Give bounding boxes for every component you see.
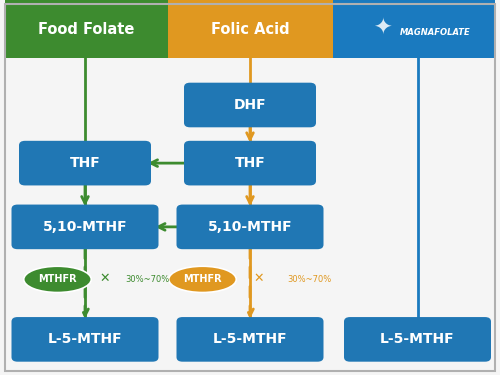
Text: THF: THF — [234, 156, 266, 170]
FancyBboxPatch shape — [176, 205, 324, 249]
Text: L-5-MTHF: L-5-MTHF — [380, 332, 455, 346]
FancyBboxPatch shape — [12, 205, 158, 249]
FancyBboxPatch shape — [344, 317, 491, 362]
FancyBboxPatch shape — [12, 317, 158, 362]
Text: ✦: ✦ — [373, 19, 392, 39]
Text: THF: THF — [70, 156, 100, 170]
Text: MTHFR: MTHFR — [183, 274, 222, 284]
FancyBboxPatch shape — [19, 141, 151, 186]
Text: MTHFR: MTHFR — [38, 274, 77, 284]
Text: DHF: DHF — [234, 98, 266, 112]
Text: L-5-MTHF: L-5-MTHF — [212, 332, 288, 346]
Text: 5,10-MTHF: 5,10-MTHF — [208, 220, 292, 234]
Bar — [5, 0, 168, 58]
Bar — [332, 0, 495, 58]
Text: ✕: ✕ — [254, 272, 264, 285]
Text: Folic Acid: Folic Acid — [210, 21, 290, 37]
Ellipse shape — [169, 266, 236, 292]
Text: 5,10-MTHF: 5,10-MTHF — [42, 220, 127, 234]
Bar — [168, 0, 332, 58]
Text: MAGNAFOLATE: MAGNAFOLATE — [400, 28, 470, 37]
FancyBboxPatch shape — [184, 83, 316, 128]
FancyBboxPatch shape — [176, 317, 324, 362]
Text: ✕: ✕ — [100, 272, 110, 285]
FancyBboxPatch shape — [184, 141, 316, 186]
Text: 30%~70%: 30%~70% — [288, 275, 332, 284]
Text: L-5-MTHF: L-5-MTHF — [48, 332, 122, 346]
Ellipse shape — [24, 266, 91, 292]
Text: 30%~70%: 30%~70% — [125, 275, 169, 284]
Text: Food Folate: Food Folate — [38, 21, 134, 37]
